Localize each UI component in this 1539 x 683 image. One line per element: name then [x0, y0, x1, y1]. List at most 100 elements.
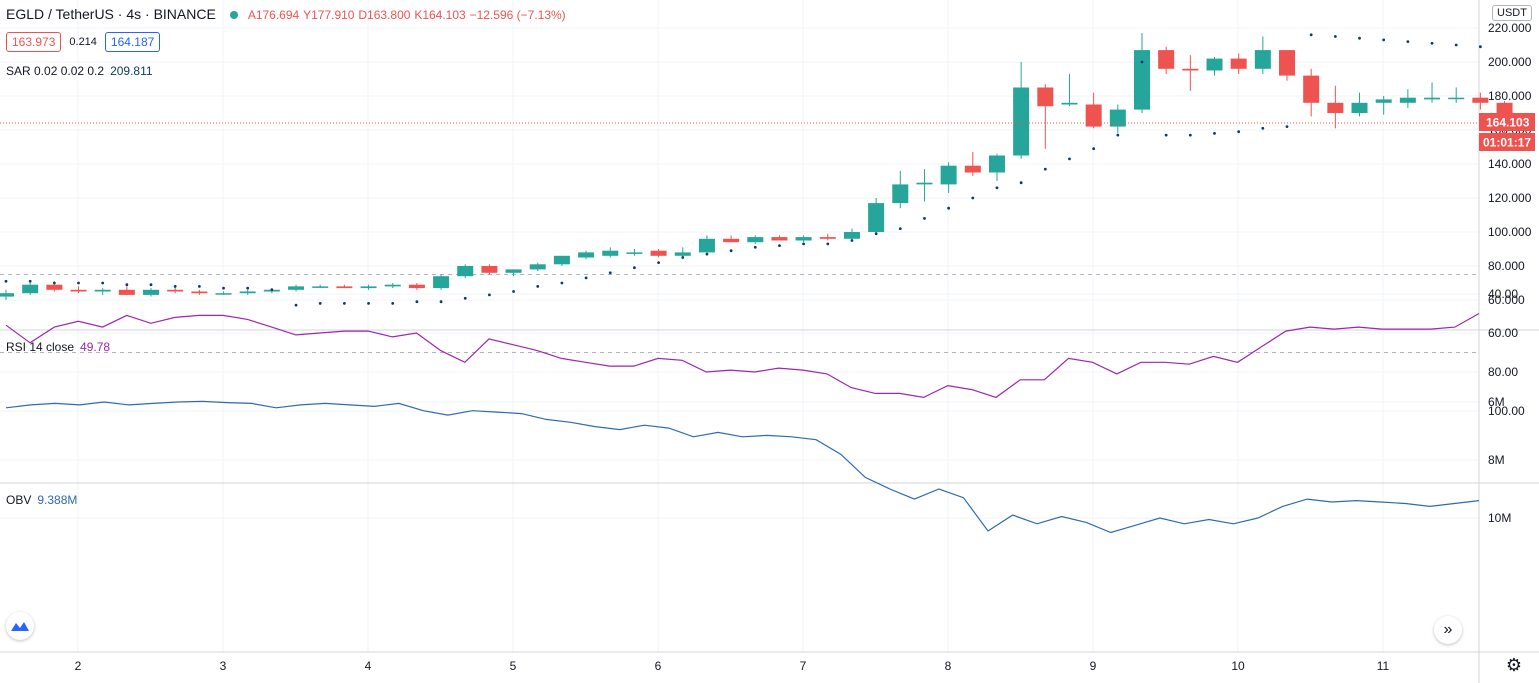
time-tick-3: 3	[220, 659, 227, 673]
open-value: A176.694	[247, 8, 300, 22]
sar-dot	[270, 288, 274, 292]
candle-body	[1424, 97, 1441, 100]
candle	[288, 284, 305, 292]
candle-body	[529, 264, 546, 270]
sar-dot	[995, 186, 999, 190]
sar-dot	[415, 300, 419, 304]
price-axis[interactable]: 60.00080.000100.000120.000140.000160.000…	[1488, 21, 1532, 525]
ohlc-legend: EGLD / TetherUS · 4s · BINANCE A176.694 Y…	[6, 6, 566, 22]
rsi-series	[5, 312, 1480, 399]
candle	[505, 269, 522, 277]
candle	[1351, 92, 1368, 117]
sar-label: SAR 0.02 0.02 0.2	[6, 64, 105, 78]
candlestick-series	[0, 33, 1513, 300]
sar-dot	[1285, 125, 1289, 128]
candle	[602, 247, 619, 258]
time-tick-4: 4	[365, 659, 372, 673]
candle	[1472, 92, 1489, 110]
candle-body	[578, 252, 595, 258]
sar-dot	[222, 286, 225, 290]
sell-button[interactable]: 163.973	[6, 32, 62, 52]
sar-dot	[898, 227, 902, 231]
price-tick: 180.000	[1488, 89, 1532, 103]
candle	[650, 249, 667, 258]
candle	[626, 249, 643, 256]
candle-body	[1254, 50, 1271, 69]
sar-legend[interactable]: SAR 0.02 0.02 0.2 209.811	[6, 64, 153, 78]
sar-dot	[1358, 36, 1361, 40]
sar-dot	[512, 290, 515, 293]
candle	[964, 152, 981, 176]
candle	[940, 162, 957, 193]
gear-icon[interactable]: ⚙	[1505, 654, 1523, 675]
obv-legend[interactable]: OBV 9.388M	[6, 493, 77, 507]
sar-dot	[125, 283, 129, 287]
candle-body	[1109, 109, 1126, 127]
change-value: −12.596 (−7.13%)	[469, 8, 566, 22]
candle	[529, 262, 546, 272]
rsi-legend[interactable]: RSI 14 close 49.78	[6, 340, 110, 354]
wave-icon	[11, 622, 29, 631]
candle	[868, 198, 885, 234]
candle	[1061, 73, 1078, 107]
candle	[553, 255, 570, 266]
sar-dot	[294, 303, 298, 307]
candle	[1230, 53, 1247, 74]
candle-body	[916, 182, 933, 185]
sar-value: 209.811	[110, 64, 153, 78]
symbol-title[interactable]: EGLD / TetherUS · 4s · BINANCE	[6, 6, 216, 22]
candle	[698, 235, 715, 255]
sar-dot	[657, 261, 660, 264]
candle-body	[626, 252, 643, 254]
currency-badge[interactable]: USDT	[1492, 5, 1532, 21]
candle	[747, 235, 764, 244]
obv-tick: 10M	[1488, 511, 1511, 525]
candle-body	[1230, 58, 1247, 69]
candle-body	[1013, 87, 1030, 156]
candle	[0, 289, 14, 300]
candle-body	[1037, 87, 1054, 107]
candle-body	[312, 286, 329, 288]
scroll-to-realtime-button[interactable]: »	[1434, 616, 1462, 644]
sar-dot	[729, 249, 733, 253]
candle-body	[288, 286, 305, 290]
sar-dot	[173, 285, 177, 288]
high-value: Y177.910	[303, 8, 355, 22]
last-price-value: 164.103	[1486, 116, 1530, 130]
obv-label: OBV	[6, 493, 32, 507]
price-tick: 100.000	[1488, 225, 1532, 239]
candle	[384, 283, 401, 289]
candle-body	[505, 269, 522, 273]
time-tick-8: 8	[945, 659, 952, 673]
candle	[723, 235, 740, 243]
sar-dot	[1116, 133, 1120, 137]
sar-dot	[4, 279, 8, 283]
sar-dot	[826, 242, 830, 246]
candle-body	[457, 266, 474, 277]
rsi-line-path	[5, 312, 1480, 399]
rsi-tick: 60.00	[1488, 326, 1518, 340]
sar-dot	[488, 293, 491, 297]
tradingview-logo-icon[interactable]	[6, 612, 34, 640]
candle	[94, 288, 111, 295]
buy-button[interactable]: 164.187	[104, 32, 161, 52]
sar-dot	[584, 276, 588, 280]
candle-body	[940, 165, 957, 185]
market-status-icon	[229, 10, 238, 19]
spread-value: 0.214	[69, 36, 97, 48]
candle-body	[964, 165, 981, 173]
candle	[1279, 50, 1296, 81]
sar-dot	[246, 286, 250, 290]
sar-dot	[367, 302, 370, 305]
price-tick: 120.000	[1488, 191, 1532, 205]
candle	[433, 274, 450, 290]
candle-body	[1133, 50, 1150, 110]
candle-body	[1061, 102, 1078, 105]
sar-dot	[1333, 35, 1337, 38]
time-axis[interactable]: 2 3 4 5 6 7 8 9 10 11	[75, 659, 1390, 673]
candle-body	[1158, 50, 1175, 69]
candle-body	[892, 184, 909, 204]
candle	[916, 169, 933, 202]
candle	[1303, 68, 1320, 117]
